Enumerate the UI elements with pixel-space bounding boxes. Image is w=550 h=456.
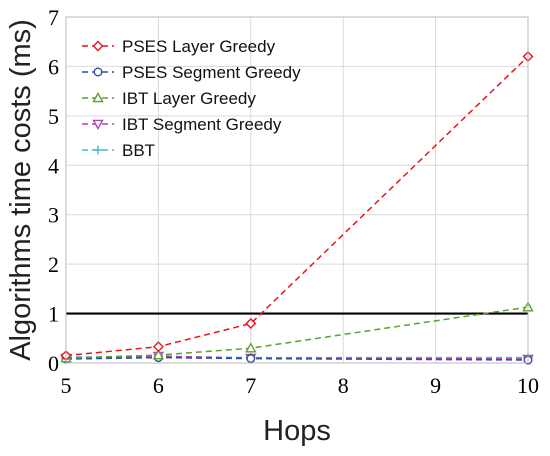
data-point xyxy=(245,342,257,353)
plot-area xyxy=(66,17,528,363)
series-line xyxy=(65,356,529,361)
legend-label: PSES Segment Greedy xyxy=(122,63,301,82)
legend-marker xyxy=(93,145,103,155)
x-tick-label: 10 xyxy=(517,373,539,398)
legend-entry: IBT Layer Greedy xyxy=(82,89,256,108)
legend-label: IBT Segment Greedy xyxy=(122,115,282,134)
y-tick-label: 6 xyxy=(48,54,59,79)
y-tick-label: 7 xyxy=(48,5,59,30)
data-point xyxy=(152,349,165,360)
legend: PSES Layer Greedy PSES Segment Greedy IBT … xyxy=(82,37,301,160)
series-line xyxy=(65,306,529,359)
y-tick-label: 0 xyxy=(48,351,59,376)
data-point xyxy=(245,317,257,329)
legend-label: BBT xyxy=(122,141,155,160)
y-tick-label: 5 xyxy=(48,104,59,129)
y-axis-title: Algorithms time costs (ms) xyxy=(5,19,37,361)
data-point xyxy=(246,354,256,364)
legend-label: PSES Layer Greedy xyxy=(122,37,276,56)
legend-marker xyxy=(92,40,104,52)
legend-entry: PSES Layer Greedy xyxy=(82,37,276,56)
y-tick-label: 1 xyxy=(48,302,59,327)
legend-marker xyxy=(93,67,103,77)
plot-frame xyxy=(65,16,529,364)
series-line xyxy=(65,55,529,357)
y-tick-label: 3 xyxy=(48,203,59,228)
series-line xyxy=(65,355,528,359)
x-tick-label: 9 xyxy=(430,373,441,398)
y-tick-labels: 0 1 2 3 4 5 6 7 xyxy=(48,5,59,376)
series-line xyxy=(65,355,529,360)
legend-label: IBT Layer Greedy xyxy=(122,89,256,108)
legend-entry: PSES Segment Greedy xyxy=(82,63,301,82)
x-tick-label: 7 xyxy=(245,373,256,398)
x-axis-title: Hops xyxy=(263,415,331,447)
x-tick-label: 8 xyxy=(338,373,349,398)
legend-marker xyxy=(92,119,104,130)
x-tick-label: 5 xyxy=(61,373,72,398)
legend-entry: BBT xyxy=(82,141,155,160)
y-tick-label: 4 xyxy=(48,153,59,178)
legend-marker xyxy=(92,92,104,103)
x-tick-labels: 5 6 7 8 9 10 xyxy=(61,373,540,398)
legend-entry: IBT Segment Greedy xyxy=(82,115,282,134)
data-point xyxy=(152,341,164,353)
y-tick-label: 2 xyxy=(48,252,59,277)
x-tick-label: 6 xyxy=(153,373,164,398)
